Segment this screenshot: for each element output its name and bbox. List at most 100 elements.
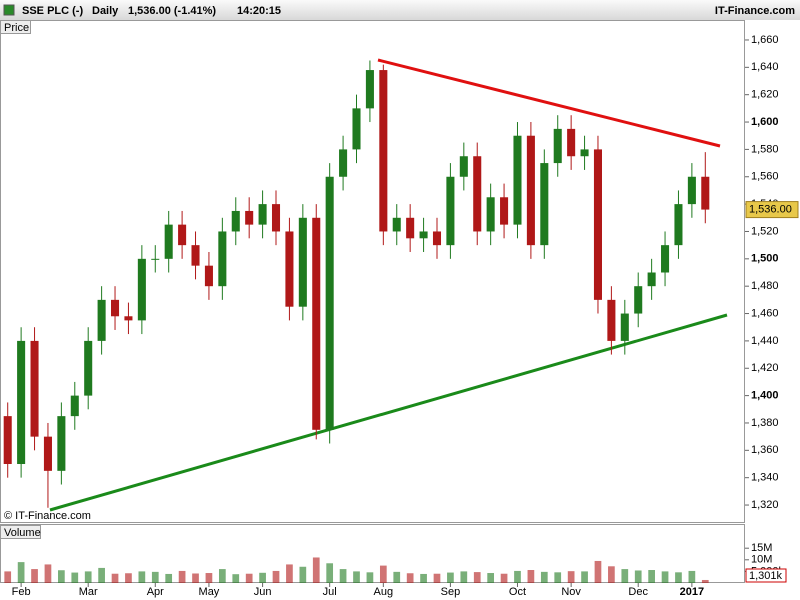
y2-tick-label: 15M — [751, 542, 772, 554]
volume-bar — [165, 573, 173, 583]
volume-bar — [353, 571, 360, 583]
candle-body — [634, 286, 643, 314]
candle-body — [137, 258, 146, 321]
volume-bar — [648, 570, 655, 583]
candle-body — [392, 217, 401, 232]
support-line — [49, 313, 728, 512]
volume-bar — [4, 571, 12, 583]
candle-body — [513, 135, 522, 225]
panel-label: Price — [4, 22, 29, 34]
volume-bar — [151, 571, 159, 583]
last-volume-label: 1,301k — [749, 570, 783, 582]
y-tick-label: 1,500 — [751, 253, 779, 265]
candle-body — [97, 299, 106, 341]
candle-body — [406, 217, 415, 239]
volume-bar — [272, 570, 280, 583]
candle-body — [17, 340, 26, 465]
candle-body — [218, 231, 227, 287]
x-tick-label: 2017 — [680, 586, 704, 598]
candle-body — [567, 128, 576, 157]
candle-body — [540, 163, 549, 246]
y-tick-label: 1,600 — [751, 116, 779, 128]
volume-bar — [71, 572, 79, 583]
y-tick-label: 1,440 — [751, 335, 779, 347]
candle-body — [191, 245, 200, 266]
y-tick-label: 1,420 — [751, 362, 779, 374]
volume-bar — [634, 570, 642, 583]
volume-bar — [473, 572, 481, 583]
volume-bar — [205, 573, 213, 583]
y-tick-label: 1,620 — [751, 89, 779, 101]
volume-bar — [259, 572, 266, 583]
y-tick-label: 1,340 — [751, 472, 779, 484]
volume-bar — [527, 570, 535, 583]
volume-bar — [393, 571, 401, 583]
candle-body — [473, 156, 482, 232]
candle-body — [365, 70, 374, 109]
candle-body — [701, 176, 710, 210]
x-tick-label: Feb — [12, 586, 31, 598]
volume-bar — [433, 573, 441, 583]
volume-bar — [500, 573, 508, 583]
volume-bar — [608, 566, 615, 583]
candle-body — [124, 316, 133, 321]
candle-body — [446, 176, 455, 246]
copyright: © IT-Finance.com — [4, 510, 91, 522]
candle-body — [298, 217, 307, 307]
candle-body — [553, 128, 562, 164]
interval: Daily — [92, 5, 119, 17]
y-tick-label: 1,360 — [751, 444, 779, 456]
time: 14:20:15 — [237, 5, 281, 17]
y-tick-label: 1,320 — [751, 499, 779, 511]
candle-body — [339, 149, 348, 177]
volume-bar — [621, 569, 629, 583]
last-price-box — [745, 201, 799, 219]
volume-label: Volume — [4, 527, 41, 539]
volume-bar — [178, 570, 186, 583]
volume-bar — [31, 569, 38, 583]
volume-bar — [138, 571, 146, 583]
x-tick-label: Jul — [323, 586, 337, 598]
candle-body — [674, 204, 683, 246]
candle-body — [580, 149, 589, 157]
volume-bar — [125, 573, 132, 583]
x-tick-label: Aug — [374, 586, 394, 598]
volume-bar — [192, 573, 199, 583]
volume-bar — [567, 571, 575, 583]
volume-bar — [487, 573, 495, 583]
y-tick-label: 1,520 — [751, 225, 779, 237]
x-tick-label: Jun — [254, 586, 272, 598]
volume-bar — [218, 569, 226, 583]
volume-bar — [111, 573, 119, 583]
candle-body — [231, 210, 240, 232]
resistance-line — [377, 58, 721, 148]
candle-body — [526, 135, 535, 246]
volume-bar — [701, 579, 709, 583]
candle-body — [647, 272, 656, 287]
candle-body — [620, 313, 629, 341]
volume-bar — [84, 571, 92, 583]
candle-body — [271, 204, 281, 232]
volume-bar — [339, 569, 347, 583]
volume-bar — [661, 571, 669, 583]
candle-body — [459, 156, 468, 177]
price-panel — [0, 20, 745, 523]
candle-body — [3, 416, 12, 465]
x-tick-label: Oct — [509, 586, 526, 598]
candle-body — [352, 108, 361, 150]
candle-body — [687, 176, 696, 205]
x-tick-label: Nov — [561, 586, 581, 598]
x-tick-label: Apr — [147, 586, 164, 598]
candle-body — [57, 416, 66, 471]
candle-body — [30, 340, 39, 437]
y-tick-label: 1,380 — [751, 417, 779, 429]
candle-body — [419, 231, 428, 239]
volume-bar — [460, 571, 468, 583]
candle-body — [607, 299, 616, 341]
y-tick-label: 1,580 — [751, 143, 779, 155]
candle-body — [661, 245, 670, 273]
candle-body — [84, 340, 93, 396]
candle-body — [500, 197, 509, 225]
volume-bar — [299, 566, 307, 583]
